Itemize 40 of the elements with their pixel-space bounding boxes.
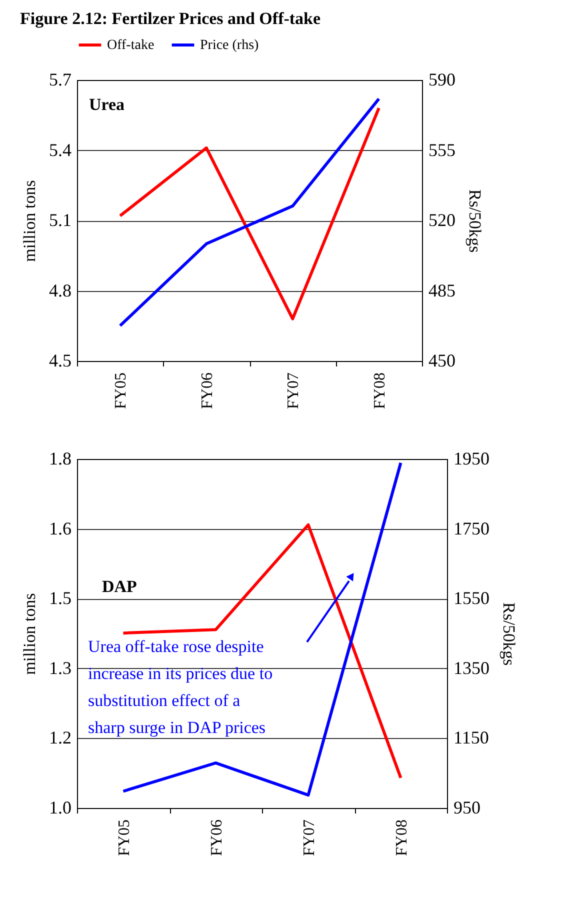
y2-axis-title: Rs/50kgs [466, 189, 484, 253]
y-tick-label: 1.2 [49, 728, 72, 748]
y2-axis-title: Rs/50kgs [500, 602, 518, 666]
x-tick-label: FY08 [371, 372, 388, 409]
y-tick-label: 1.5 [49, 588, 72, 608]
y2-tick-label: 450 [428, 350, 456, 370]
y-tick-label: 1.0 [49, 798, 72, 818]
x-tick-label: FY07 [300, 820, 318, 856]
legend-label: Off-take [107, 38, 154, 53]
y2-tick-label: 1750 [454, 518, 490, 538]
y-tick-label: 5.4 [49, 140, 72, 160]
annotation: Urea off-take rose despite increase in its prices due to substitution effect of a sharp surge in DAP prices [88, 637, 273, 737]
x-tick-label: FY05 [112, 372, 130, 409]
y-tick-label: 4.5 [49, 350, 72, 370]
y2-tick-label: 1550 [454, 588, 490, 608]
x-tick-label: FY08 [393, 820, 410, 856]
y-tick-label: 5.7 [49, 70, 72, 90]
y-tick-label: 1.3 [49, 658, 72, 678]
y-tick-label: 1.8 [49, 448, 72, 468]
y-tick-label: 5.1 [49, 210, 72, 230]
x-tick-label: FY06 [198, 372, 216, 409]
x-tick-label: FY05 [116, 820, 133, 856]
y2-tick-label: 485 [428, 280, 456, 300]
chart-title: Figure 2.12: Fertilzer Prices and Off-take [20, 9, 322, 28]
y2-tick-label: 590 [428, 70, 456, 90]
y-axis-title: million tons [20, 180, 39, 262]
legend-label: Price (rhs) [200, 38, 260, 53]
y2-tick-label: 520 [428, 210, 456, 230]
annotation: Urea [89, 95, 126, 114]
y2-tick-label: 1150 [454, 728, 489, 748]
y2-tick-label: 950 [454, 798, 480, 818]
annotation: DAP [102, 577, 137, 596]
x-tick-label: FY07 [285, 372, 302, 409]
y2-tick-label: 1350 [454, 658, 490, 678]
y-tick-label: 1.6 [49, 518, 72, 538]
y2-tick-label: 555 [428, 140, 456, 160]
y2-tick-label: 1950 [454, 448, 490, 468]
y-tick-label: 4.8 [49, 280, 72, 300]
y-axis-title: million tons [20, 593, 39, 675]
x-tick-label: FY06 [208, 820, 226, 856]
